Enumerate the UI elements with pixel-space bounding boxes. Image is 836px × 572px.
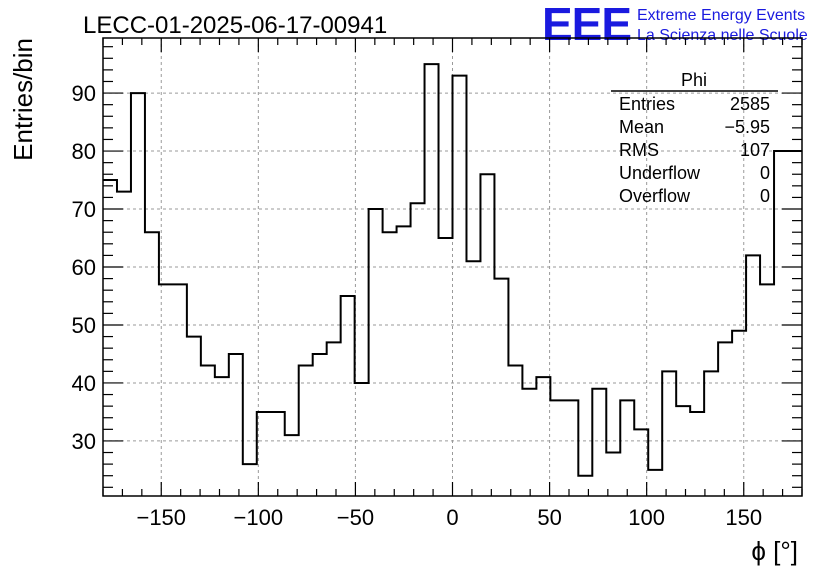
histogram-series (103, 63, 802, 496)
histogram-bin (746, 255, 760, 496)
histogram-bin (676, 406, 690, 496)
eee-logo-letters: EEE (542, 0, 631, 50)
stats-value-entries: 2585 (730, 94, 770, 114)
stats-label-entries: Entries (619, 94, 675, 114)
histogram-bin (522, 389, 536, 496)
histogram-bin (131, 93, 145, 496)
y-tick-label: 90 (72, 81, 96, 106)
eee-logo: EEE Extreme Energy Events La Scienza nel… (542, 0, 808, 50)
histogram-bin (508, 366, 522, 496)
stats-value-mean: −5.95 (724, 117, 770, 137)
x-tick-label: −50 (337, 505, 374, 530)
histogram-bin (271, 412, 285, 496)
histogram-bin (480, 174, 494, 496)
chart-title: LECC-01-2025-06-17-00941 (83, 12, 387, 39)
histogram-bin (103, 180, 117, 496)
stats-value-rms: 107 (740, 140, 770, 160)
x-tick-label: −100 (234, 505, 284, 530)
histogram-bin (732, 331, 746, 496)
histogram-bin (299, 366, 313, 496)
stats-label-underflow: Underflow (619, 163, 701, 183)
y-tick-label: 30 (72, 429, 96, 454)
histogram-bin (592, 389, 606, 496)
x-tick-label: 100 (628, 505, 665, 530)
stats-label-rms: RMS (619, 140, 659, 160)
histogram-bin (564, 400, 578, 496)
y-axis-title: Entries/bin (8, 38, 38, 161)
histogram-bin (341, 296, 355, 496)
logo-line-2: La Scienza nelle Scuole (637, 27, 808, 44)
histogram-bin (117, 192, 131, 496)
stats-box: Phi Entries 2585 Mean −5.95 RMS 107 Unde… (611, 70, 778, 206)
histogram-bin (327, 342, 341, 496)
stats-label-overflow: Overflow (619, 186, 691, 206)
histogram-bin (369, 209, 383, 496)
histogram-bin (453, 76, 467, 496)
y-tick-label: 50 (72, 313, 96, 338)
histogram-bin (215, 377, 229, 496)
histogram-line (103, 63, 802, 477)
axis-ticks (102, 38, 803, 496)
histogram-bin (383, 232, 397, 496)
y-tick-label: 80 (72, 139, 96, 164)
histogram-bin (704, 371, 718, 496)
histogram-bin (411, 203, 425, 496)
histogram-bin (578, 476, 592, 496)
histogram-bin (550, 400, 564, 496)
histogram-bin (536, 377, 550, 496)
x-axis-title: ϕ [°] (751, 536, 798, 566)
histogram-bin (159, 284, 173, 496)
histogram-bin (774, 151, 788, 496)
y-tick-label: 40 (72, 371, 96, 396)
histogram-bin (648, 470, 662, 496)
x-tick-label: 150 (725, 505, 762, 530)
histogram-bin (425, 64, 439, 496)
stats-box-name: Phi (681, 70, 707, 90)
stats-label-mean: Mean (619, 117, 664, 137)
y-tick-label: 70 (72, 197, 96, 222)
histogram-bin (788, 151, 802, 496)
logo-line-1: Extreme Energy Events (637, 7, 805, 24)
histogram-bin (690, 412, 704, 496)
histogram-bin (145, 232, 159, 496)
histogram-bin (718, 342, 732, 496)
x-tick-label: −150 (136, 505, 186, 530)
histogram-bin (187, 337, 201, 496)
histogram-bin (466, 261, 480, 496)
stats-value-overflow: 0 (760, 186, 770, 206)
x-tick-label: 0 (446, 505, 458, 530)
histogram-bin (313, 354, 327, 496)
histogram-bin (243, 464, 257, 496)
x-tick-label: 50 (537, 505, 561, 530)
histogram-bin (760, 284, 774, 496)
histogram-bin (620, 400, 634, 496)
histogram-bin (173, 284, 187, 496)
stats-value-underflow: 0 (760, 163, 770, 183)
histogram-bin (397, 226, 411, 496)
histogram-bin (662, 371, 676, 496)
histogram-bin (494, 279, 508, 496)
y-tick-label: 60 (72, 255, 96, 280)
histogram-bin (355, 383, 369, 496)
histogram-bin (285, 435, 299, 496)
histogram-bin (229, 354, 243, 496)
histogram-bin (439, 238, 453, 496)
histogram-bin (201, 366, 215, 496)
tick-labels: −150 −100 −50 0 50 100 150 30 40 50 60 70 80 90 (72, 81, 763, 530)
